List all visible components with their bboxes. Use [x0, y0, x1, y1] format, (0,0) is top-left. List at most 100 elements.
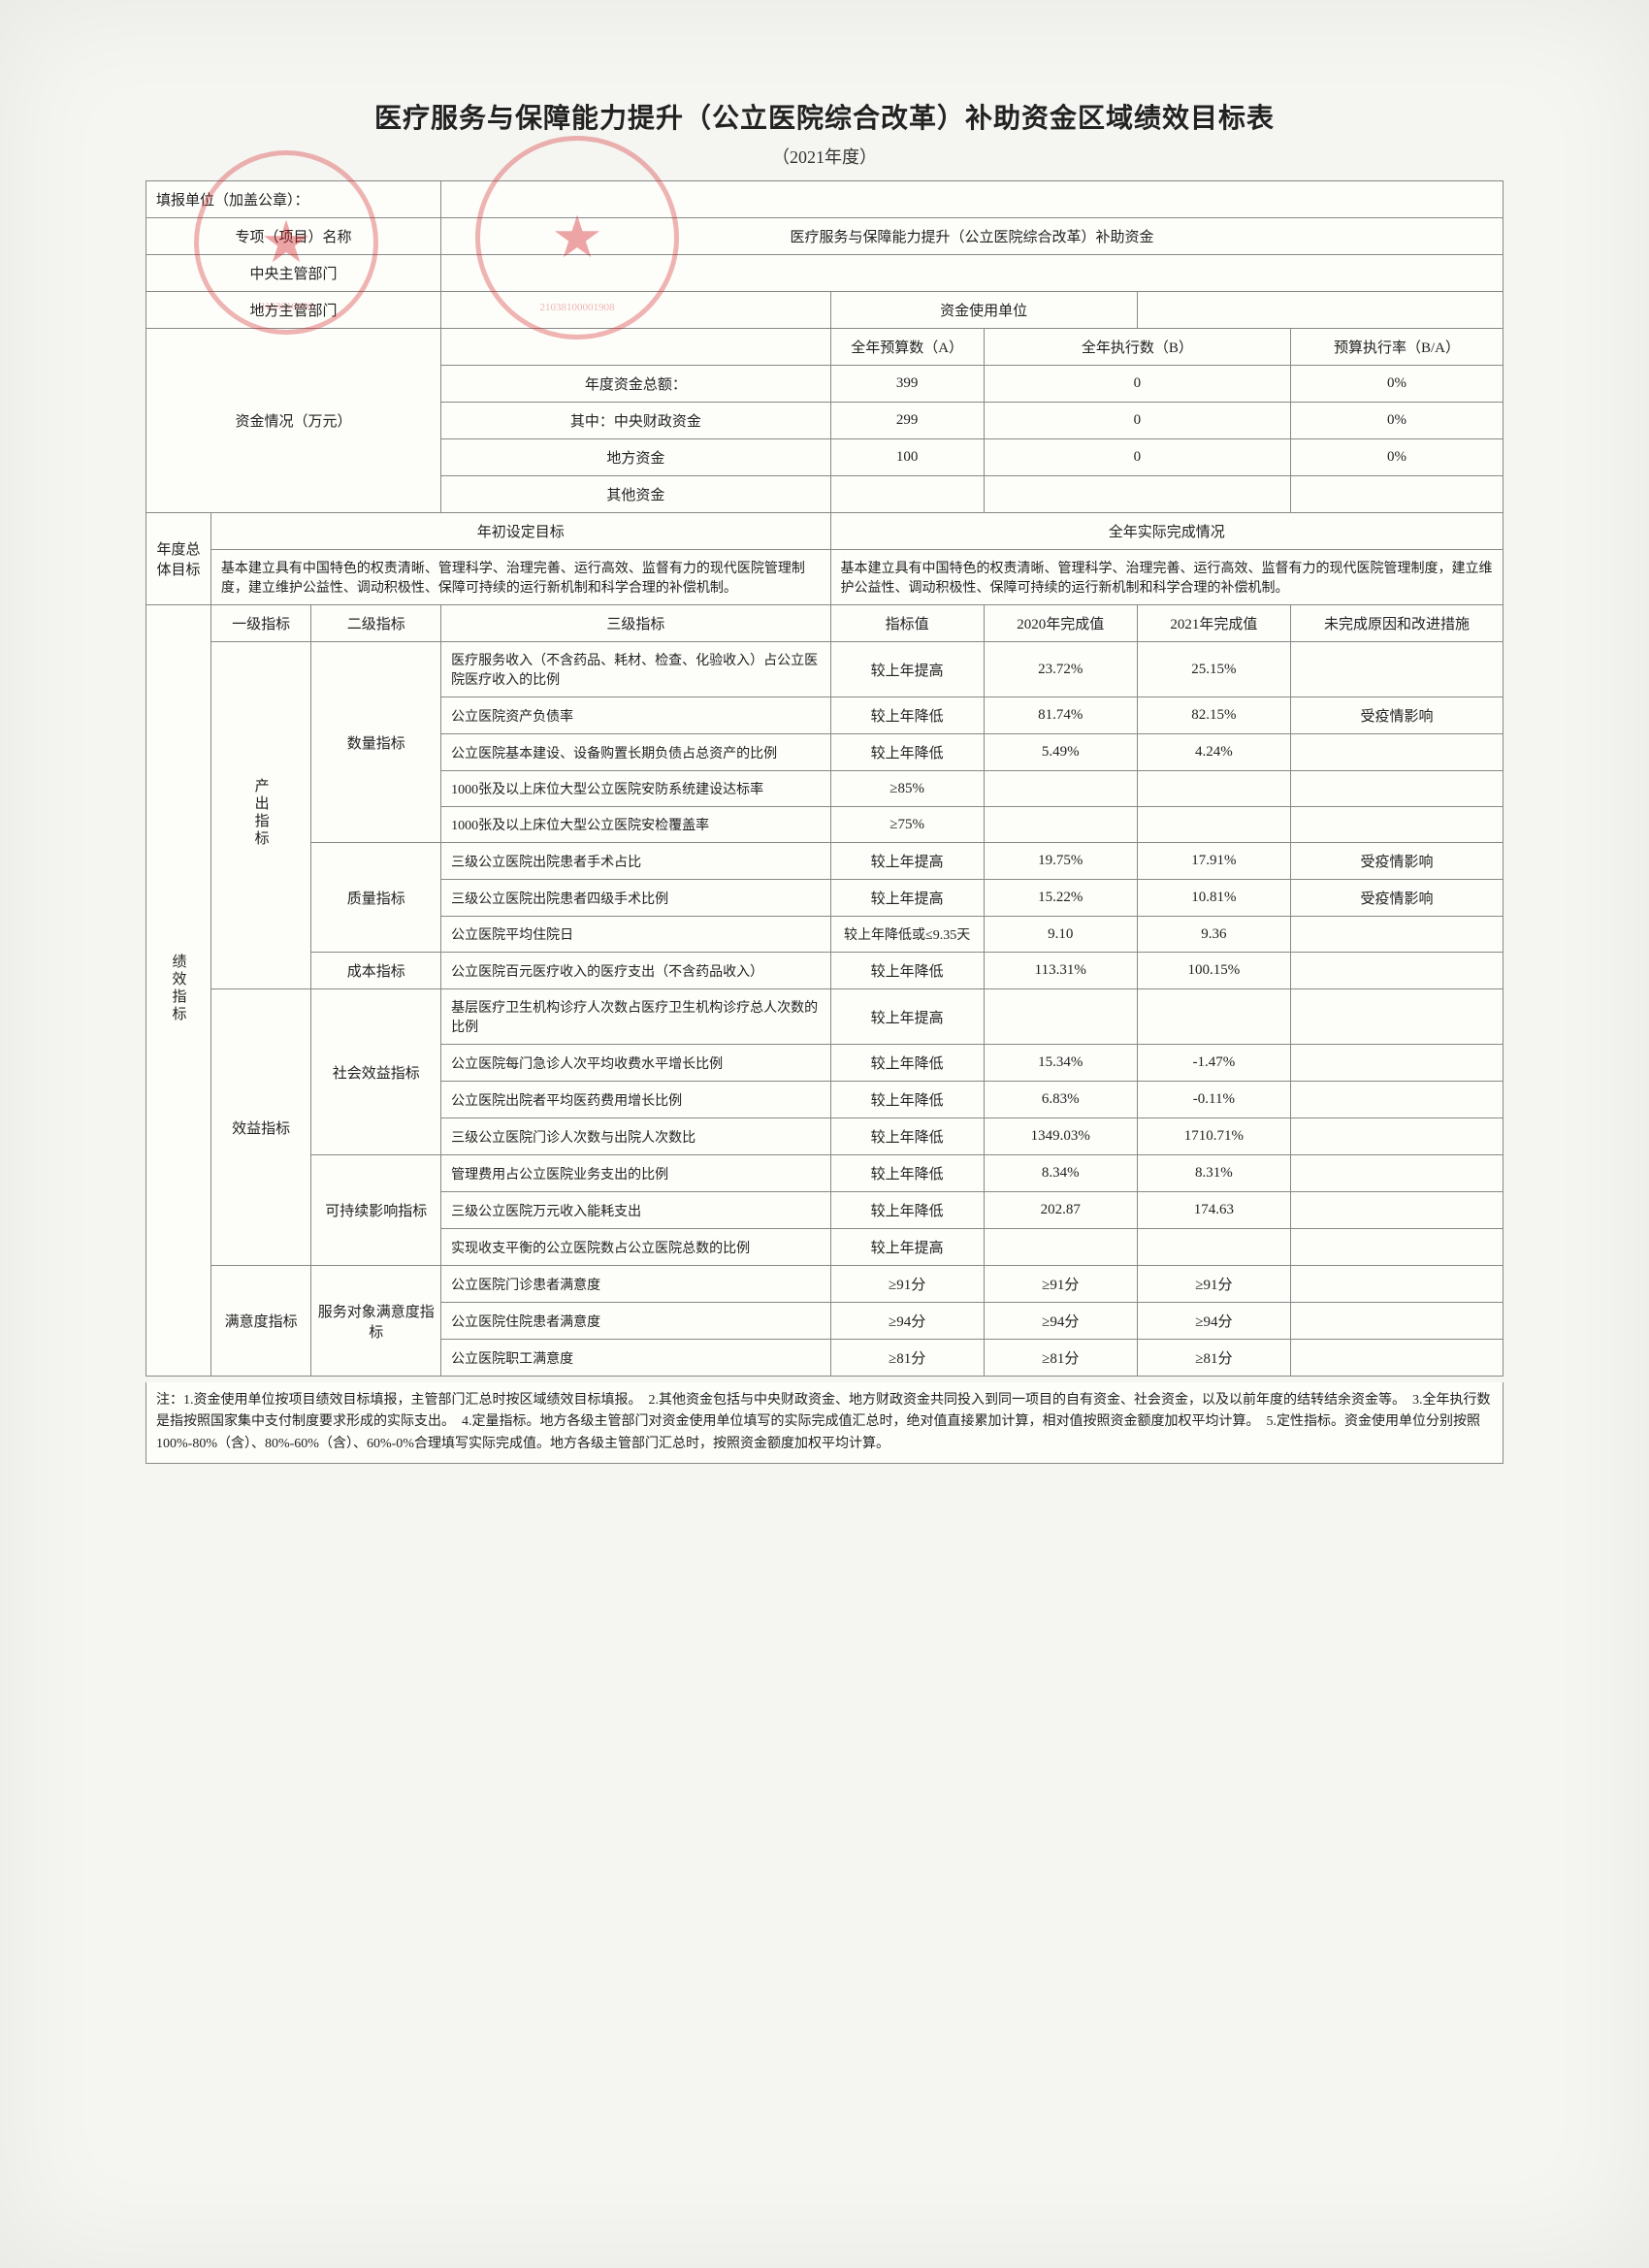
- sub-sustain: 可持续影响指标: [311, 1155, 441, 1266]
- reason: [1290, 1340, 1503, 1377]
- sub-social: 社会效益指标: [311, 989, 441, 1155]
- year-label: （2021年度）: [146, 144, 1504, 169]
- v20: 9.10: [984, 917, 1137, 953]
- v21: [1137, 1229, 1290, 1266]
- v21: 82.15%: [1137, 697, 1290, 734]
- col-rate: 预算执行率（B/A）: [1290, 329, 1503, 366]
- v21: [1137, 989, 1290, 1045]
- reason: [1290, 642, 1503, 697]
- h-2020: 2020年完成值: [984, 605, 1137, 642]
- fund-b: [984, 476, 1290, 513]
- l3: 医疗服务收入（不含药品、耗材、检查、化验收入）占公立医院医疗收入的比例: [441, 642, 830, 697]
- reason: 受疫情影响: [1290, 880, 1503, 917]
- table-row: 专项（项目）名称 医疗服务与保障能力提升（公立医院综合改革）补助资金: [146, 218, 1504, 255]
- sub-qty: 数量指标: [311, 642, 441, 843]
- l3: 公立医院平均住院日: [441, 917, 830, 953]
- t: 较上年提高: [830, 642, 984, 697]
- page: ★ 2103810000 ★ 21038100001908 医疗服务与保障能力提…: [146, 97, 1504, 1464]
- reason: [1290, 1045, 1503, 1082]
- fund-user-value: [1137, 292, 1503, 329]
- v21: 174.63: [1137, 1192, 1290, 1229]
- reason: [1290, 771, 1503, 807]
- cell: [441, 329, 830, 366]
- t: 较上年降低: [830, 1045, 984, 1082]
- reason: 受疫情影响: [1290, 843, 1503, 880]
- t: ≥85%: [830, 771, 984, 807]
- fund-a: [830, 476, 984, 513]
- v20: [984, 989, 1137, 1045]
- t: ≥81分: [830, 1340, 984, 1377]
- v21: ≥91分: [1137, 1266, 1290, 1303]
- v20: [984, 1229, 1137, 1266]
- l3: 1000张及以上床位大型公立医院安检覆盖率: [441, 807, 830, 843]
- reason: [1290, 1192, 1503, 1229]
- page-title: 医疗服务与保障能力提升（公立医院综合改革）补助资金区域绩效目标表: [146, 97, 1504, 136]
- l3: 公立医院每门急诊人次平均收费水平增长比例: [441, 1045, 830, 1082]
- fund-b: 0: [984, 439, 1290, 476]
- v21: -1.47%: [1137, 1045, 1290, 1082]
- local-dept-value: [441, 292, 830, 329]
- col-exec: 全年执行数（B）: [984, 329, 1290, 366]
- table-row: 质量指标 三级公立医院出院患者手术占比 较上年提高 19.75% 17.91% …: [146, 843, 1504, 880]
- fund-a: 299: [830, 403, 984, 439]
- table-row: 资金情况（万元） 全年预算数（A） 全年执行数（B） 预算执行率（B/A）: [146, 329, 1504, 366]
- plan-text: 基本建立具有中国特色的权责清晰、管理科学、治理完善、运行高效、监督有力的现代医院…: [210, 550, 830, 605]
- reason: [1290, 807, 1503, 843]
- l3: 管理费用占公立医院业务支出的比例: [441, 1155, 830, 1192]
- t: 较上年提高: [830, 1229, 984, 1266]
- v20: 6.83%: [984, 1082, 1137, 1118]
- central-dept-label: 中央主管部门: [146, 255, 441, 292]
- fund-r: 0%: [1290, 403, 1503, 439]
- t: 较上年降低或≤9.35天: [830, 917, 984, 953]
- v20: 5.49%: [984, 734, 1137, 771]
- v21: 100.15%: [1137, 953, 1290, 989]
- t: 较上年降低: [830, 734, 984, 771]
- reason: [1290, 734, 1503, 771]
- reason: 受疫情影响: [1290, 697, 1503, 734]
- table-row: 年度总体目标 年初设定目标 全年实际完成情况: [146, 513, 1504, 550]
- reason: [1290, 917, 1503, 953]
- goals-label: 年度总体目标: [146, 513, 211, 605]
- l3: 基层医疗卫生机构诊疗人次数占医疗卫生机构诊疗总人次数的比例: [441, 989, 830, 1045]
- v20: 19.75%: [984, 843, 1137, 880]
- t: ≥91分: [830, 1266, 984, 1303]
- l3: 公立医院职工满意度: [441, 1340, 830, 1377]
- table-row: 地方主管部门 资金使用单位: [146, 292, 1504, 329]
- fund-row-label: 其中：中央财政资金: [441, 403, 830, 439]
- l3: 公立医院门诊患者满意度: [441, 1266, 830, 1303]
- v21: [1137, 771, 1290, 807]
- table-row: 成本指标 公立医院百元医疗收入的医疗支出（不含药品收入） 较上年降低 113.3…: [146, 953, 1504, 989]
- actual-header: 全年实际完成情况: [830, 513, 1503, 550]
- v20: ≥81分: [984, 1340, 1137, 1377]
- sub-quality: 质量指标: [311, 843, 441, 953]
- fund-a: 399: [830, 366, 984, 403]
- l3: 1000张及以上床位大型公立医院安防系统建设达标率: [441, 771, 830, 807]
- local-dept-label: 地方主管部门: [146, 292, 441, 329]
- funds-label: 资金情况（万元）: [146, 329, 441, 513]
- h-reason: 未完成原因和改进措施: [1290, 605, 1503, 642]
- v21: 4.24%: [1137, 734, 1290, 771]
- t: 较上年降低: [830, 697, 984, 734]
- l3: 三级公立医院万元收入能耗支出: [441, 1192, 830, 1229]
- v20: 15.34%: [984, 1045, 1137, 1082]
- group-satisfaction: 满意度指标: [210, 1266, 310, 1377]
- v20: 113.31%: [984, 953, 1137, 989]
- v21: 1710.71%: [1137, 1118, 1290, 1155]
- reason: [1290, 1082, 1503, 1118]
- v20: 8.34%: [984, 1155, 1137, 1192]
- fund-row-label: 地方资金: [441, 439, 830, 476]
- h-target: 指标值: [830, 605, 984, 642]
- plan-header: 年初设定目标: [210, 513, 830, 550]
- fund-row-label: 其他资金: [441, 476, 830, 513]
- v20: 15.22%: [984, 880, 1137, 917]
- v21: -0.11%: [1137, 1082, 1290, 1118]
- project-label: 专项（项目）名称: [146, 218, 441, 255]
- table-row: 效益指标 社会效益指标 基层医疗卫生机构诊疗人次数占医疗卫生机构诊疗总人次数的比…: [146, 989, 1504, 1045]
- t: 较上年降低: [830, 1155, 984, 1192]
- fund-user-label: 资金使用单位: [830, 292, 1137, 329]
- fund-row-label: 年度资金总额：: [441, 366, 830, 403]
- t: ≥75%: [830, 807, 984, 843]
- t: 较上年提高: [830, 843, 984, 880]
- filler-value: [441, 181, 1504, 218]
- actual-text: 基本建立具有中国特色的权责清晰、管理科学、治理完善、运行高效、监督有力的现代医院…: [830, 550, 1503, 605]
